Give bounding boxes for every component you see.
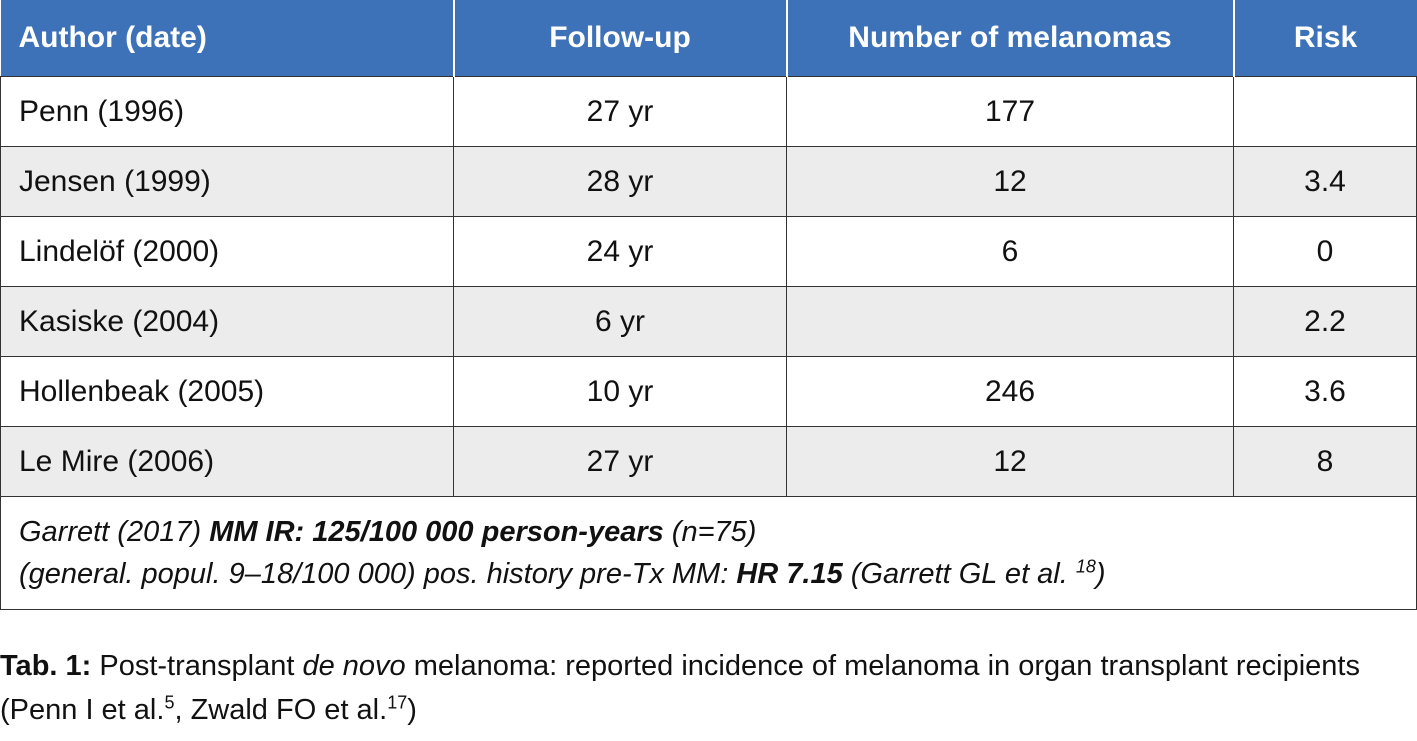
cell-author: Le Mire (2006) xyxy=(0,426,454,497)
table-caption: Tab. 1: Post-transplant de novo melanoma… xyxy=(0,650,1360,726)
table-note: Garrett (2017) MM IR: 125/100 000 person… xyxy=(0,496,1417,610)
cell-melanomas: 12 xyxy=(786,146,1234,217)
table-row: Le Mire (2006) 27 yr 12 8 xyxy=(0,426,1417,497)
cell-risk: 8 xyxy=(1233,426,1417,497)
cell-follow-up: 6 yr xyxy=(453,286,787,357)
cell-risk xyxy=(1233,76,1417,147)
cell-follow-up: 24 yr xyxy=(453,216,787,287)
cell-melanomas xyxy=(786,286,1234,357)
reference-superscript: 5 xyxy=(164,692,175,713)
table-note-row: Garrett (2017) MM IR: 125/100 000 person… xyxy=(0,496,1417,610)
caption-label: Tab. 1: xyxy=(0,650,92,682)
cell-follow-up: 28 yr xyxy=(453,146,787,217)
table-header-row: Author (date) Follow-up Number of melano… xyxy=(0,0,1417,77)
cell-author: Jensen (1999) xyxy=(0,146,454,217)
table-row: Jensen (1999) 28 yr 12 3.4 xyxy=(0,146,1417,217)
header-risk: Risk xyxy=(1233,0,1417,77)
cell-follow-up: 10 yr xyxy=(453,356,787,427)
cell-author: Hollenbeak (2005) xyxy=(0,356,454,427)
table-row: Penn (1996) 27 yr 177 xyxy=(0,76,1417,147)
cell-risk: 0 xyxy=(1233,216,1417,287)
cell-follow-up: 27 yr xyxy=(453,76,787,147)
table-row: Lindelöf (2000) 24 yr 6 0 xyxy=(0,216,1417,287)
reference-superscript: 17 xyxy=(387,692,408,713)
cell-melanomas: 12 xyxy=(786,426,1234,497)
cell-risk: 3.6 xyxy=(1233,356,1417,427)
cell-melanomas: 6 xyxy=(786,216,1234,287)
cell-author: Penn (1996) xyxy=(0,76,454,147)
header-follow-up: Follow-up xyxy=(453,0,788,77)
cell-melanomas: 177 xyxy=(786,76,1234,147)
cell-author: Lindelöf (2000) xyxy=(0,216,454,287)
cell-risk: 2.2 xyxy=(1233,286,1417,357)
cell-follow-up: 27 yr xyxy=(453,426,787,497)
table-row: Kasiske (2004) 6 yr 2.2 xyxy=(0,286,1417,357)
header-number-of-melanomas: Number of melanomas xyxy=(786,0,1235,77)
melanoma-incidence-table: Author (date) Follow-up Number of melano… xyxy=(0,0,1417,610)
cell-author: Kasiske (2004) xyxy=(0,286,454,357)
note-line-2: (general. popul. 9–18/100 000) pos. hist… xyxy=(19,556,1106,590)
cell-melanomas: 246 xyxy=(786,356,1234,427)
header-author-date: Author (date) xyxy=(0,0,455,77)
cell-risk: 3.4 xyxy=(1233,146,1417,217)
note-line-1: Garrett (2017) MM IR: 125/100 000 person… xyxy=(19,516,757,548)
reference-superscript: 18 xyxy=(1075,556,1096,577)
table-row: Hollenbeak (2005) 10 yr 246 3.6 xyxy=(0,356,1417,427)
